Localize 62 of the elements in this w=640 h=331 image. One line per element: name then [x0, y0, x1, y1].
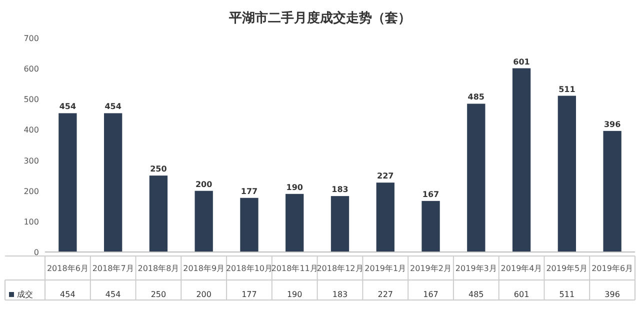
y-tick-label: 700	[24, 34, 39, 43]
data-label: 396	[604, 290, 620, 299]
annotation: 200	[195, 180, 213, 189]
x-tick-label: 2019年6月	[592, 264, 634, 273]
bar	[330, 196, 350, 252]
annotation: 454	[104, 102, 122, 112]
data-label: 200	[196, 290, 212, 299]
y-tick-label: 100	[24, 217, 39, 226]
data-label: 601	[514, 290, 530, 299]
bar	[286, 194, 304, 252]
y-tick-label: 400	[24, 126, 39, 135]
annotation: 511	[558, 84, 576, 94]
annotation: 485	[468, 92, 485, 102]
annotation: 601	[513, 57, 530, 66]
x-tick-label: 2019年5月	[546, 264, 588, 273]
annotation: 396	[604, 120, 622, 129]
x-tick-label: 2018年8月	[138, 264, 180, 273]
x-tick-label: 2018年12月	[316, 264, 364, 273]
x-tick-label: 2018年9月	[183, 264, 225, 273]
x-tick-label: 2018年11月	[271, 264, 318, 273]
bar	[149, 176, 168, 252]
annotation: 250	[150, 164, 168, 174]
data-label: 183	[332, 290, 348, 299]
legend-label: 成交	[17, 290, 33, 299]
bar	[194, 190, 213, 252]
bar	[512, 68, 531, 252]
x-tick-label: 2018年7月	[92, 264, 134, 273]
data-label: 454	[60, 290, 76, 299]
x-tick-label: 2019年4月	[500, 264, 542, 273]
bar	[558, 96, 576, 252]
bar	[603, 130, 622, 252]
annotation: 177	[240, 186, 258, 196]
x-tick-label: 2019年2月	[410, 264, 452, 273]
x-tick-label: 2018年6月	[46, 264, 88, 273]
data-label: 167	[423, 290, 438, 299]
x-tick-label: 2019年1月	[364, 264, 406, 273]
data-label: 227	[378, 290, 394, 299]
bar	[467, 104, 486, 252]
x-tick-label: 2019年3月	[455, 264, 497, 273]
bar	[422, 200, 440, 252]
y-tick-label: 500	[24, 95, 39, 104]
annotation: 167	[422, 190, 440, 199]
y-tick-label: 0	[34, 248, 39, 257]
annotation: 190	[286, 182, 304, 192]
data-label: 511	[559, 290, 575, 299]
annotation: 454	[59, 102, 76, 112]
bar	[104, 113, 122, 252]
annotation: 183	[332, 185, 348, 194]
data-label: 190	[286, 290, 302, 299]
data-label: 177	[242, 290, 257, 299]
data-label: 485	[468, 290, 484, 299]
y-tick-label: 300	[24, 156, 39, 166]
bar	[376, 182, 394, 252]
chart-title: 平湖市二手月度成交走势（套）	[228, 10, 411, 26]
data-label: 250	[150, 290, 166, 299]
y-tick-label: 600	[24, 64, 39, 74]
data-label: 454	[105, 290, 121, 299]
bar	[58, 113, 77, 252]
annotation: 227	[377, 172, 394, 181]
x-tick-label: 2018年10月	[226, 264, 273, 273]
bar	[240, 198, 258, 252]
y-tick-label: 200	[24, 186, 39, 196]
